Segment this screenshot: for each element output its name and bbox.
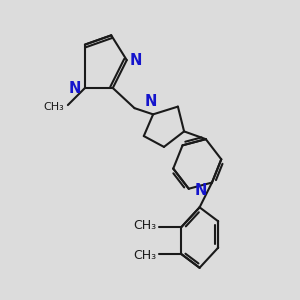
Text: CH₃: CH₃	[134, 219, 157, 232]
Text: N: N	[144, 94, 157, 109]
Text: CH₃: CH₃	[44, 102, 64, 112]
Text: CH₃: CH₃	[134, 249, 157, 262]
Text: N: N	[69, 80, 81, 95]
Text: N: N	[194, 183, 207, 198]
Text: N: N	[129, 52, 142, 68]
